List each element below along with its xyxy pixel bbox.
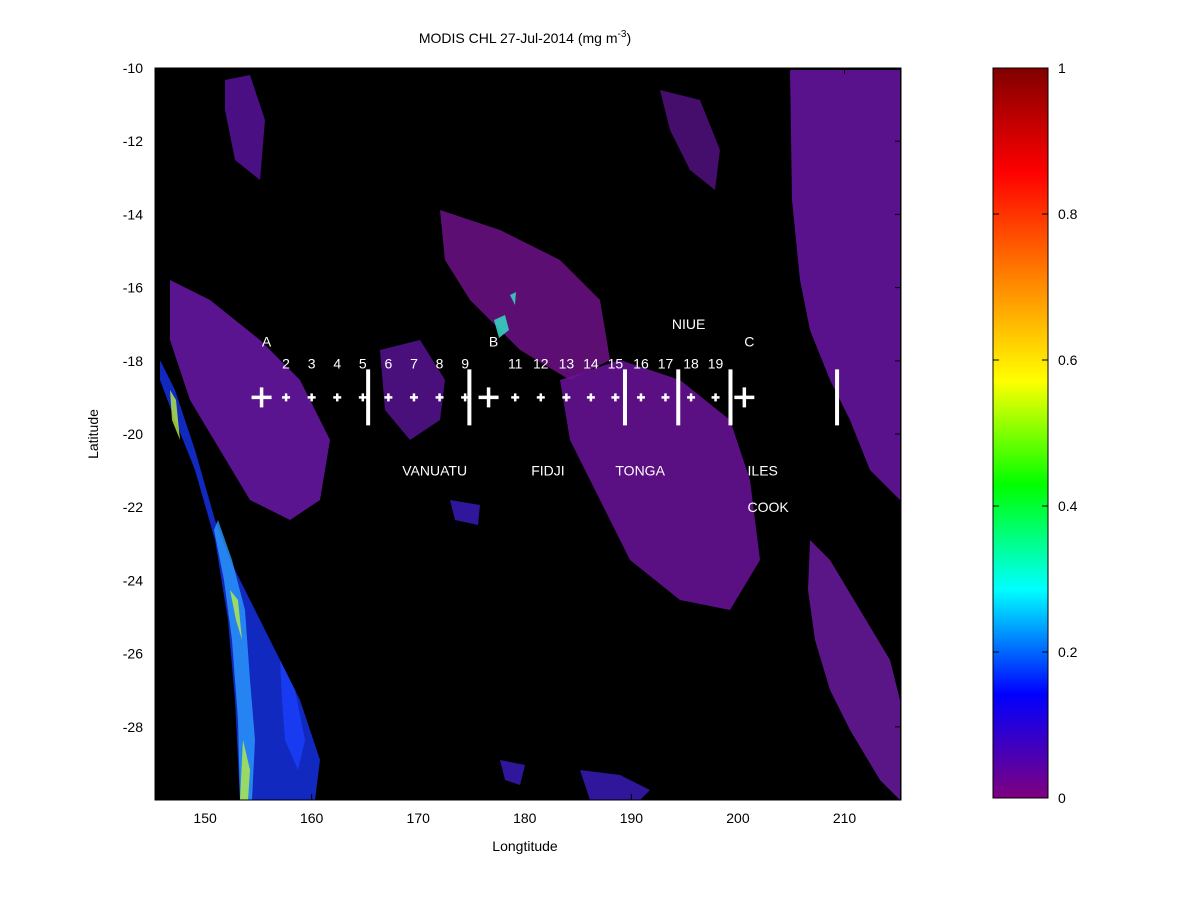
east-chl-patch (280, 660, 305, 770)
key-station-label: A (262, 333, 272, 349)
low-chl-band-east (560, 360, 760, 610)
colorbar-tick-label: 0 (1058, 790, 1066, 806)
key-station-label: C (744, 333, 754, 349)
chl-spot-b (494, 292, 516, 338)
station-label: 5 (359, 355, 367, 371)
y-tick-label: -14 (123, 206, 143, 222)
colorbar-tick-label: 0.6 (1058, 352, 1078, 368)
coastal-chl-band (160, 360, 320, 800)
y-tick-label: -24 (123, 572, 143, 588)
x-tick-label: 190 (620, 810, 644, 826)
low-chl-north (225, 75, 265, 180)
x-tick-label: 150 (193, 810, 217, 826)
colorbar-tick-label: 0.2 (1058, 644, 1078, 660)
x-axis-label: Longtitude (492, 838, 558, 854)
colorbar-ticks: 0 0.2 0.4 0.6 0.8 1 (993, 60, 1078, 806)
colorbar-gradient (993, 68, 1048, 798)
colorbar-frame (992, 67, 1049, 799)
region-label: ILES (748, 463, 778, 479)
key-station-label: B (489, 333, 498, 349)
station-label: 14 (583, 355, 599, 371)
y-axis: -10 -12 -14 -16 -18 -20 -22 -24 -26 -28 (123, 60, 901, 735)
y-tick-label: -26 (123, 646, 143, 662)
region-label: VANUATU (402, 463, 467, 479)
y-tick-label: -16 (123, 280, 143, 296)
coastal-chl-core (214, 520, 255, 800)
chlorophyll-field (160, 70, 900, 800)
y-tick-label: -12 (123, 133, 143, 149)
colorbar-tick-label: 0.8 (1058, 206, 1078, 222)
y-tick-label: -18 (123, 353, 143, 369)
low-chl-south-east (808, 540, 900, 800)
low-chl-vanuatu (380, 340, 445, 440)
region-label: TONGA (615, 463, 665, 479)
y-axis-label: Latitude (85, 409, 101, 459)
colorbar-tick-label: 0.4 (1058, 498, 1078, 514)
station-label: 12 (533, 355, 549, 371)
station-label: 13 (559, 355, 575, 371)
station-label: 7 (410, 355, 418, 371)
station-label: 2 (282, 355, 290, 371)
low-chl-tonga (660, 90, 720, 190)
station-label: 16 (633, 355, 649, 371)
coastal-chl-peak (170, 390, 250, 800)
station-label: 8 (436, 355, 444, 371)
y-tick-label: -22 (123, 499, 143, 515)
x-tick-label: 210 (833, 810, 857, 826)
station-label: 15 (608, 355, 624, 371)
station-overlays: 2 3 4 5 6 7 8 9 11 12 13 14 15 16 17 18 19 A B C VANUATU FIDJ… (251, 316, 840, 515)
station-label: 4 (333, 355, 341, 371)
colorbar-tick-label: 1 (1058, 60, 1066, 76)
colorbar: 0 0.2 0.4 0.6 0.8 1 (992, 60, 1078, 806)
x-axis: 150 160 170 180 190 200 210 (193, 68, 856, 826)
x-tick-label: 180 (513, 810, 537, 826)
x-tick-label: 200 (726, 810, 750, 826)
region-label: NIUE (672, 316, 705, 332)
plot-area: 2 3 4 5 6 7 8 9 11 12 13 14 15 16 17 18 19 A B C VANUATU FIDJ… (154, 67, 902, 801)
station-label: 18 (683, 355, 699, 371)
y-tick-label: -10 (123, 60, 143, 76)
station-label: 3 (308, 355, 316, 371)
station-label: 6 (384, 355, 392, 371)
region-label: COOK (748, 499, 790, 515)
low-chl-west (170, 280, 330, 520)
x-tick-label: 160 (300, 810, 324, 826)
station-label: 19 (708, 355, 724, 371)
y-tick-label: -28 (123, 719, 143, 735)
station-label: 9 (461, 355, 469, 371)
low-chl-far-east (790, 70, 900, 500)
region-label: FIDJI (531, 463, 564, 479)
station-label: 17 (658, 355, 674, 371)
low-chl-fiji-north (440, 210, 610, 380)
y-tick-label: -20 (123, 426, 143, 442)
station-label: 11 (508, 355, 523, 371)
x-tick-label: 170 (407, 810, 431, 826)
chart-title: MODIS CHL 27-Jul-2014 (mg m-3) (419, 29, 631, 46)
